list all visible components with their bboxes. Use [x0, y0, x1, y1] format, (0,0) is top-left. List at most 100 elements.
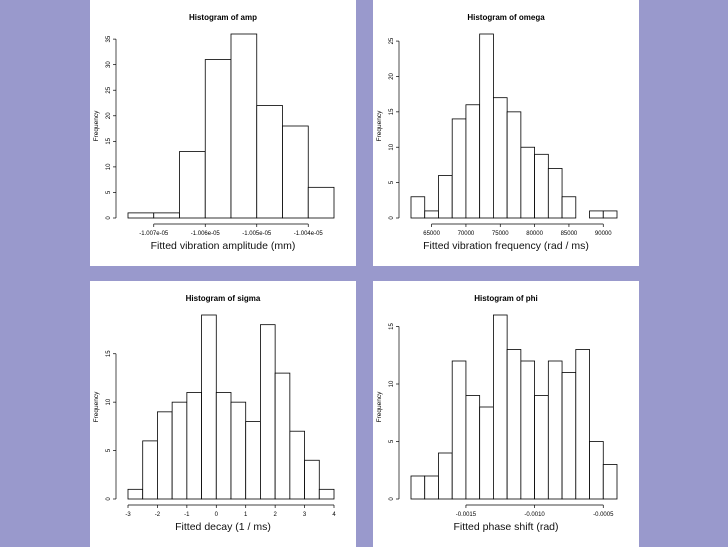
caption-sigma: Fitted decay (1 / ms) [175, 521, 271, 533]
x-tick-label: 85000 [561, 231, 578, 237]
histogram-bar [410, 196, 426, 219]
y-tick-label: 10 [389, 380, 395, 387]
chart-title: Histogram of omega [467, 13, 545, 22]
x-tick-label: -3 [125, 512, 131, 518]
histogram-bar [589, 441, 604, 500]
y-tick-label: 30 [106, 61, 112, 68]
histogram-amp-svg: Histogram of amp 0 5 10 15 20 25 30 35 Frequency -… [93, 13, 335, 237]
histogram-bar [410, 475, 426, 500]
x-tick-label: -1.006e-05 [191, 231, 221, 237]
histogram-bar [245, 421, 261, 500]
histogram-bar [520, 146, 535, 219]
histogram-bar [142, 440, 158, 500]
x-tick-label: -0.0005 [593, 512, 614, 518]
y-tick-label: 15 [106, 350, 112, 357]
histogram-bar [438, 452, 453, 500]
x-tick-label: -1 [184, 512, 190, 518]
histogram-bar [602, 464, 618, 500]
histogram-bar [274, 372, 291, 500]
histogram-panel-omega: Histogram of omega 0 5 10 15 20 25 Frequency 650… [373, 0, 639, 266]
histogram-bar [260, 324, 276, 500]
histogram-bar [171, 401, 188, 500]
x-tick-label: 4 [332, 512, 336, 518]
histogram-bar [479, 33, 494, 219]
histogram-bar [589, 210, 604, 219]
y-tick-label: 20 [106, 112, 112, 119]
y-tick-label: 5 [389, 439, 395, 443]
histogram-panel-amp: Histogram of amp 0 5 10 15 20 25 30 35 Frequency -… [90, 0, 356, 266]
histogram-bar [307, 186, 335, 219]
y-tick-label: 10 [389, 143, 395, 150]
y-tick-label: 0 [389, 497, 395, 501]
histogram-bar [256, 105, 283, 219]
histogram-bar [493, 97, 508, 219]
histogram-bar [575, 349, 590, 500]
histogram-phi-svg: Histogram of phi 0 5 10 15 Frequency -0.0015 -0… [376, 294, 618, 518]
x-tick-label: 1 [244, 512, 248, 518]
caption-phi: Fitted phase shift (rad) [453, 521, 559, 533]
histogram-bar [186, 392, 202, 500]
histogram-bar [534, 395, 549, 500]
chart-title: Histogram of phi [474, 294, 538, 303]
x-tick-label: -1.007e-05 [139, 231, 169, 237]
y-tick-label: 20 [389, 72, 395, 79]
y-tick-label: 5 [106, 190, 112, 194]
y-axis-label: Frequency [93, 391, 100, 422]
caption-amp: Fitted vibration amplitude (mm) [150, 240, 296, 252]
y-tick-label: 10 [106, 163, 112, 170]
histogram-panel-sigma: Histogram of sigma 0 5 10 15 Frequency -3 -2 -1 0… [90, 281, 356, 547]
histogram-bar [282, 125, 309, 219]
histogram-sigma-svg: Histogram of sigma 0 5 10 15 Frequency -3 -2 -1 0… [93, 294, 336, 518]
histogram-bar [424, 475, 439, 500]
histogram-bar [153, 212, 180, 219]
y-tick-label: 5 [106, 448, 112, 452]
y-tick-label: 15 [389, 323, 395, 330]
histogram-bar [157, 411, 173, 500]
x-tick-label: -1.005e-05 [242, 231, 272, 237]
histogram-bar [465, 104, 481, 219]
histogram-bar [520, 360, 535, 500]
x-tick-label: -2 [155, 512, 161, 518]
y-tick-label: 25 [106, 86, 112, 93]
histogram-bar [318, 488, 335, 500]
histogram-bar [602, 210, 618, 219]
histogram-bar [304, 459, 320, 500]
histogram-bar [204, 59, 232, 219]
x-tick-label: -0.0010 [524, 512, 545, 518]
y-tick-label: 15 [106, 137, 112, 144]
chart-title: Histogram of amp [189, 13, 257, 22]
x-tick-label: 0 [215, 512, 219, 518]
histogram-bar [506, 111, 522, 219]
histogram-bar [561, 196, 577, 219]
histogram-bar [479, 406, 494, 500]
x-tick-label: -1.004e-05 [294, 231, 324, 237]
histogram-omega-svg: Histogram of omega 0 5 10 15 20 25 Frequency 650… [376, 13, 618, 237]
y-axis-label: Frequency [93, 110, 100, 141]
histogram-bar [215, 392, 232, 500]
x-tick-label: 65000 [423, 231, 440, 237]
histogram-bar [506, 349, 522, 500]
chart-title: Histogram of sigma [186, 294, 261, 303]
histogram-bar [451, 118, 467, 219]
y-tick-label: 10 [106, 398, 112, 405]
y-tick-label: 0 [106, 497, 112, 501]
histogram-bar [451, 360, 467, 500]
histogram-bar [289, 430, 305, 500]
y-tick-label: 25 [389, 37, 395, 44]
x-tick-label: 2 [273, 512, 277, 518]
histogram-bar [179, 151, 206, 219]
y-axis-label: Frequency [376, 110, 383, 141]
histogram-bar [127, 488, 144, 500]
histogram-bar [547, 168, 563, 219]
histogram-bar [230, 401, 247, 500]
y-tick-label: 0 [389, 216, 395, 220]
histogram-bar [547, 360, 563, 500]
y-tick-label: 0 [106, 216, 112, 220]
y-tick-label: 35 [106, 35, 112, 42]
x-tick-label: 70000 [458, 231, 475, 237]
histogram-bar [424, 210, 439, 219]
x-tick-label: -0.0015 [456, 512, 477, 518]
histogram-panel-phi: Histogram of phi 0 5 10 15 Frequency -0.0015 -0… [373, 281, 639, 547]
histogram-bar [127, 212, 155, 219]
histogram-bar [561, 372, 577, 500]
